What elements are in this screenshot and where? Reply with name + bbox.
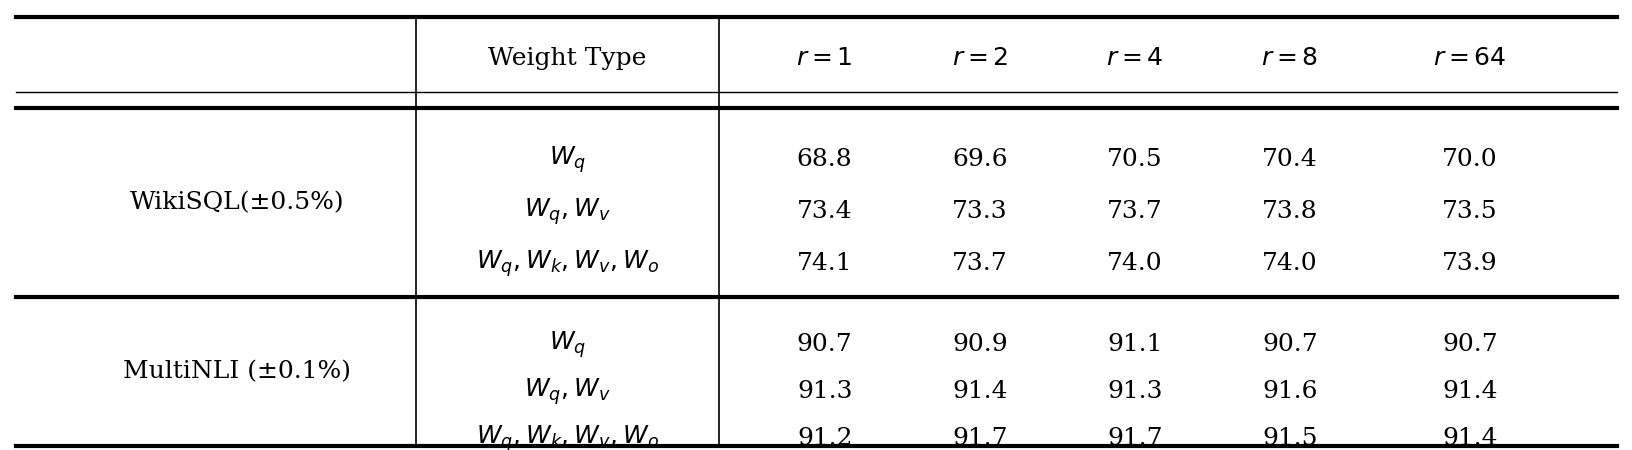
- Text: 91.6: 91.6: [1262, 380, 1317, 403]
- Text: 91.2: 91.2: [796, 427, 852, 450]
- Text: 91.4: 91.4: [1441, 427, 1497, 450]
- Text: $r = 64$: $r = 64$: [1433, 47, 1505, 70]
- Text: 91.3: 91.3: [1106, 380, 1162, 403]
- Text: $W_q,W_k,W_v,W_o$: $W_q,W_k,W_v,W_o$: [475, 423, 659, 450]
- Text: $W_q$: $W_q$: [548, 329, 586, 360]
- Text: 90.7: 90.7: [1262, 333, 1317, 356]
- Text: $r = 8$: $r = 8$: [1260, 47, 1319, 70]
- Text: 91.7: 91.7: [951, 427, 1007, 450]
- Text: 70.5: 70.5: [1106, 148, 1162, 171]
- Text: 73.9: 73.9: [1441, 252, 1497, 275]
- Text: $W_q$: $W_q$: [548, 144, 586, 175]
- Text: $W_q,W_k,W_v,W_o$: $W_q,W_k,W_v,W_o$: [475, 248, 659, 279]
- Text: 74.1: 74.1: [796, 252, 852, 275]
- Text: WikiSQL(±0.5%): WikiSQL(±0.5%): [129, 191, 344, 214]
- Text: $r = 2$: $r = 2$: [951, 47, 1007, 70]
- Text: 69.6: 69.6: [951, 148, 1007, 171]
- Text: 91.1: 91.1: [1106, 333, 1162, 356]
- Text: 91.4: 91.4: [951, 380, 1007, 403]
- Text: 70.0: 70.0: [1441, 148, 1497, 171]
- Text: 70.4: 70.4: [1262, 148, 1317, 171]
- Text: 73.8: 73.8: [1262, 200, 1317, 223]
- Text: MultiNLI (±0.1%): MultiNLI (±0.1%): [122, 360, 351, 383]
- Text: 74.0: 74.0: [1262, 252, 1317, 275]
- Text: 73.4: 73.4: [796, 200, 852, 223]
- Text: $W_q,W_v$: $W_q,W_v$: [524, 196, 610, 227]
- Text: 90.9: 90.9: [951, 333, 1007, 356]
- Text: 91.7: 91.7: [1106, 427, 1162, 450]
- Text: $W_q,W_v$: $W_q,W_v$: [524, 376, 610, 407]
- Text: 73.7: 73.7: [1106, 200, 1162, 223]
- Text: 73.7: 73.7: [951, 252, 1007, 275]
- Text: $r = 1$: $r = 1$: [796, 47, 852, 70]
- Text: $r = 4$: $r = 4$: [1105, 47, 1164, 70]
- Text: 90.7: 90.7: [1441, 333, 1497, 356]
- Text: 68.8: 68.8: [796, 148, 852, 171]
- Text: 73.3: 73.3: [951, 200, 1007, 223]
- Text: 91.3: 91.3: [796, 380, 852, 403]
- Text: 90.7: 90.7: [796, 333, 852, 356]
- Text: 74.0: 74.0: [1106, 252, 1162, 275]
- Text: Weight Type: Weight Type: [488, 47, 646, 70]
- Text: 91.5: 91.5: [1262, 427, 1317, 450]
- Text: 91.4: 91.4: [1441, 380, 1497, 403]
- Text: 73.5: 73.5: [1441, 200, 1497, 223]
